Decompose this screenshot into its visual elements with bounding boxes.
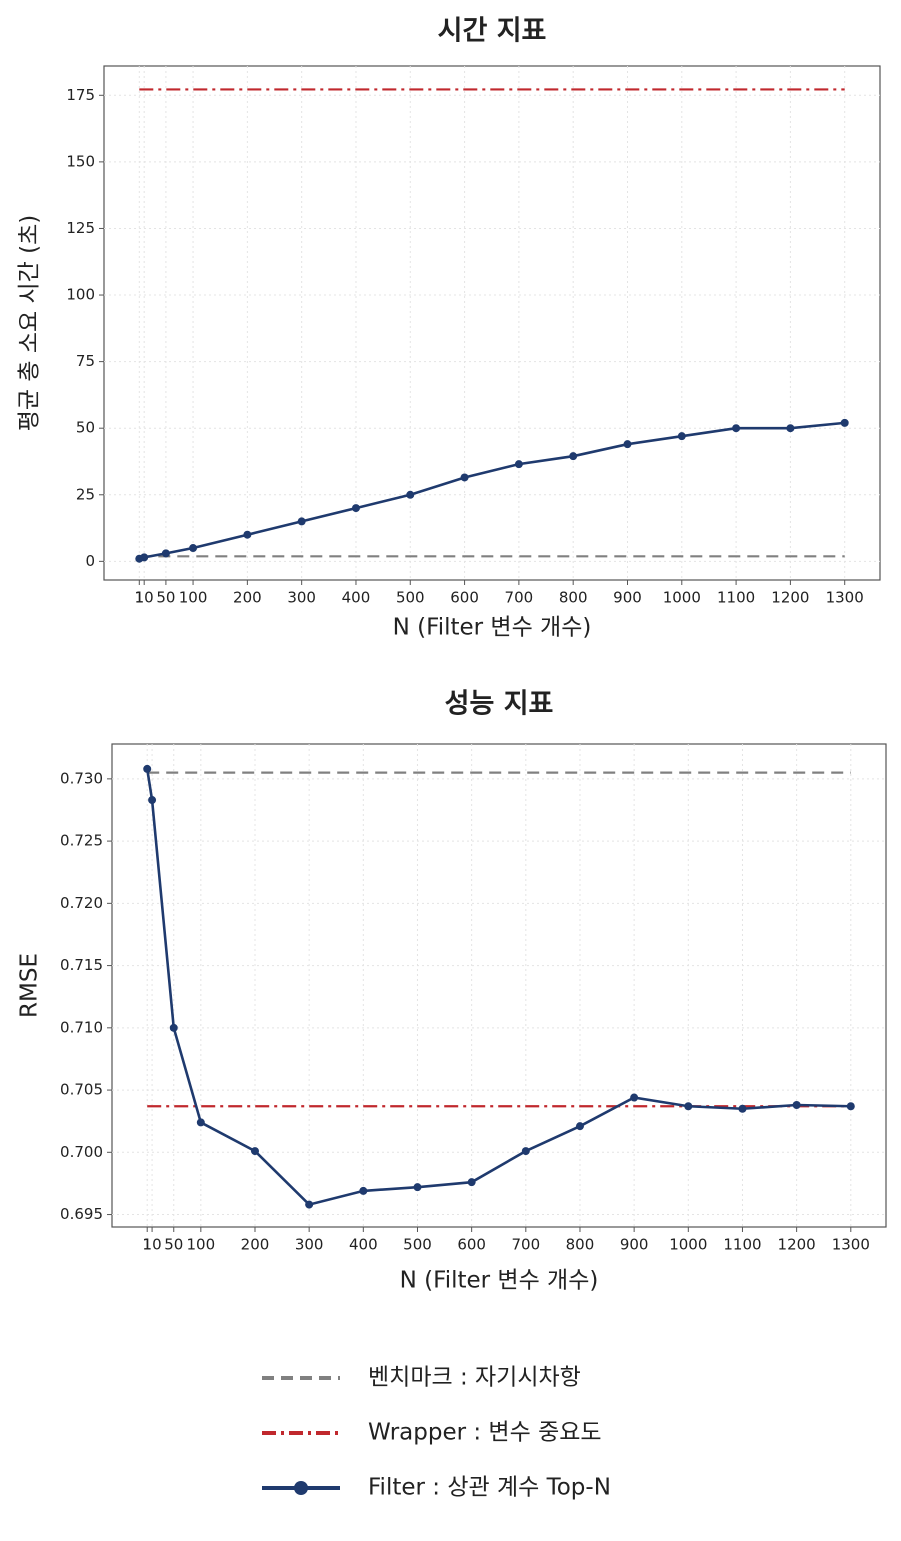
- data-point: [569, 452, 578, 461]
- x-tick-label: 10: [135, 589, 154, 607]
- chart-title: 시간 지표: [438, 16, 547, 47]
- x-tick-label: 200: [241, 1236, 270, 1254]
- data-point: [351, 504, 360, 513]
- x-tick-label: 300: [287, 589, 316, 607]
- data-point: [161, 549, 170, 558]
- x-tick-label: 1000: [663, 589, 701, 607]
- y-axis-label: 평균 총 소요 시간 (초): [17, 215, 43, 431]
- y-tick-label: 0.705: [60, 1081, 103, 1099]
- y-tick-label: 100: [66, 286, 95, 304]
- y-tick-label: 0.715: [60, 956, 103, 974]
- chart-title: 성능 지표: [445, 689, 554, 720]
- x-tick-label: 900: [620, 1236, 649, 1254]
- y-axis-label: RMSE: [17, 953, 43, 1018]
- data-point: [786, 424, 795, 433]
- data-point: [623, 440, 632, 449]
- x-tick-label: 400: [349, 1236, 378, 1254]
- x-tick-label: 1: [142, 1236, 152, 1254]
- data-point: [140, 553, 149, 562]
- data-point: [148, 796, 157, 805]
- y-tick-label: 75: [76, 352, 95, 370]
- x-tick-label: 50: [156, 589, 175, 607]
- data-point: [738, 1104, 747, 1113]
- data-point: [792, 1101, 801, 1110]
- legend-marker: [294, 1481, 308, 1495]
- x-tick-label: 900: [613, 589, 642, 607]
- x-tick-label: 1000: [669, 1236, 707, 1254]
- legend-label: Filter : 상관 계수 Top-N: [368, 1475, 611, 1501]
- data-point: [189, 544, 198, 553]
- data-point: [143, 764, 152, 773]
- y-tick-label: 150: [66, 152, 95, 170]
- x-tick-label: 600: [457, 1236, 486, 1254]
- y-tick-label: 0.700: [60, 1143, 103, 1161]
- plot-frame: [111, 743, 887, 1228]
- data-point: [359, 1186, 368, 1195]
- x-tick-label: 700: [505, 589, 534, 607]
- x-tick-label: 1300: [832, 1236, 870, 1254]
- data-point: [840, 418, 849, 427]
- y-tick-label: 0.730: [60, 769, 103, 787]
- data-point: [677, 432, 686, 441]
- x-tick-label: 600: [450, 589, 479, 607]
- data-point: [169, 1023, 178, 1032]
- y-tick-label: 0.695: [60, 1205, 103, 1223]
- x-tick-label: 400: [342, 589, 371, 607]
- data-point: [460, 473, 469, 482]
- data-point: [413, 1183, 422, 1192]
- data-point: [521, 1147, 530, 1156]
- data-point: [406, 490, 415, 499]
- x-tick-label: 100: [187, 1236, 216, 1254]
- x-tick-label: 300: [295, 1236, 324, 1254]
- x-tick-label: 500: [403, 1236, 432, 1254]
- data-point: [467, 1178, 476, 1187]
- legend-label: 벤치마크 : 자기시차항: [368, 1365, 581, 1391]
- data-point: [243, 530, 252, 539]
- y-tick-label: 25: [76, 485, 95, 503]
- data-point: [630, 1093, 639, 1102]
- data-point: [732, 424, 741, 433]
- data-point: [305, 1200, 314, 1209]
- plot-frame: [103, 65, 881, 581]
- data-point: [196, 1118, 205, 1127]
- y-tick-label: 0.710: [60, 1018, 103, 1036]
- x-tick-label: 200: [233, 589, 262, 607]
- data-point: [250, 1147, 259, 1156]
- legend-label: Wrapper : 변수 중요도: [368, 1420, 602, 1446]
- y-tick-label: 0.725: [60, 832, 103, 850]
- x-tick-label: 700: [511, 1236, 540, 1254]
- series-line: [145, 768, 851, 1207]
- x-tick-label: 100: [179, 589, 208, 607]
- x-tick-label: 50: [164, 1236, 183, 1254]
- x-tick-label: 500: [396, 589, 425, 607]
- data-point: [297, 517, 306, 526]
- x-axis-label: N (Filter 변수 개수): [393, 615, 592, 641]
- x-tick-label: 1200: [771, 589, 809, 607]
- x-axis-label: N (Filter 변수 개수): [400, 1268, 599, 1294]
- x-tick-label: 1100: [723, 1236, 761, 1254]
- y-tick-label: 50: [76, 419, 95, 437]
- data-point: [514, 460, 523, 469]
- x-tick-label: 10: [143, 1236, 162, 1254]
- data-point: [684, 1102, 693, 1111]
- series-line: [138, 421, 845, 560]
- y-tick-label: 0.720: [60, 894, 103, 912]
- y-tick-label: 175: [66, 86, 95, 104]
- x-tick-label: 1: [135, 589, 145, 607]
- x-tick-label: 800: [559, 589, 588, 607]
- x-tick-label: 1100: [717, 589, 755, 607]
- x-tick-label: 1300: [826, 589, 864, 607]
- y-tick-label: 0: [85, 552, 95, 570]
- x-tick-label: 1200: [778, 1236, 816, 1254]
- x-tick-label: 800: [566, 1236, 595, 1254]
- data-point: [846, 1102, 855, 1111]
- y-tick-label: 125: [66, 219, 95, 237]
- data-point: [575, 1122, 584, 1131]
